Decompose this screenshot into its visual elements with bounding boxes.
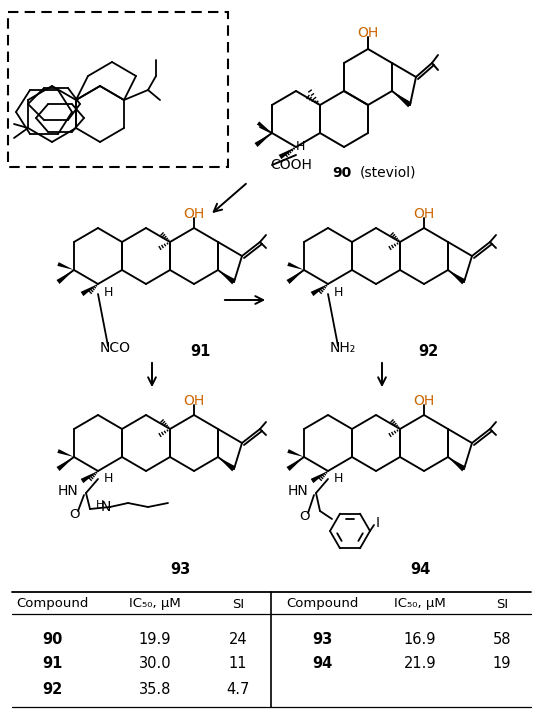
Polygon shape <box>448 270 466 285</box>
FancyBboxPatch shape <box>8 12 228 167</box>
Polygon shape <box>56 270 74 284</box>
Text: HN: HN <box>287 484 308 498</box>
Polygon shape <box>81 284 98 296</box>
Polygon shape <box>257 122 272 133</box>
Text: 94: 94 <box>312 656 332 671</box>
Polygon shape <box>311 471 328 483</box>
Text: OH: OH <box>357 26 378 40</box>
Text: 94: 94 <box>410 563 430 578</box>
Polygon shape <box>81 471 98 483</box>
Polygon shape <box>287 449 304 457</box>
Text: 91: 91 <box>42 656 62 671</box>
Text: 93: 93 <box>170 563 190 578</box>
Text: 11: 11 <box>229 656 247 671</box>
Text: Compound: Compound <box>286 598 358 611</box>
Text: 19.9: 19.9 <box>139 631 171 646</box>
Text: H: H <box>333 473 343 485</box>
Text: Compound: Compound <box>16 598 88 611</box>
Text: 90: 90 <box>42 631 62 646</box>
Text: 92: 92 <box>42 681 62 696</box>
Text: 93: 93 <box>312 631 332 646</box>
Polygon shape <box>56 457 74 471</box>
Text: 16.9: 16.9 <box>404 631 436 646</box>
Text: COOH: COOH <box>270 158 312 172</box>
Polygon shape <box>448 457 466 471</box>
Text: 58: 58 <box>493 631 512 646</box>
Text: OH: OH <box>184 207 205 221</box>
Text: H: H <box>103 473 113 485</box>
Text: 19: 19 <box>493 656 512 671</box>
Text: OH: OH <box>184 394 205 408</box>
Polygon shape <box>58 449 74 457</box>
Polygon shape <box>287 262 304 270</box>
Text: N: N <box>101 500 111 514</box>
Polygon shape <box>287 270 304 284</box>
Text: H: H <box>103 285 113 298</box>
Text: H: H <box>96 500 104 510</box>
Text: H: H <box>295 141 305 154</box>
Polygon shape <box>311 284 328 296</box>
Text: SI: SI <box>232 598 244 611</box>
Text: 4.7: 4.7 <box>226 681 250 696</box>
Text: 24: 24 <box>229 631 247 646</box>
Text: (steviol): (steviol) <box>360 166 416 180</box>
Text: 90: 90 <box>332 166 351 180</box>
Text: IC₅₀, μM: IC₅₀, μM <box>394 598 446 611</box>
Text: H: H <box>333 285 343 298</box>
Text: NH₂: NH₂ <box>330 341 356 355</box>
Text: 35.8: 35.8 <box>139 681 171 696</box>
Polygon shape <box>58 262 74 270</box>
Text: O: O <box>69 508 79 521</box>
Polygon shape <box>218 270 236 285</box>
Text: IC₅₀, μM: IC₅₀, μM <box>129 598 181 611</box>
Text: 21.9: 21.9 <box>403 656 437 671</box>
Text: O: O <box>299 511 310 523</box>
Text: 30.0: 30.0 <box>138 656 171 671</box>
Text: HN: HN <box>57 484 78 498</box>
Text: I: I <box>376 516 380 530</box>
Polygon shape <box>287 457 304 471</box>
Polygon shape <box>255 133 272 147</box>
Text: SI: SI <box>496 598 508 611</box>
Text: NCO: NCO <box>100 341 131 355</box>
Text: 91: 91 <box>190 345 210 360</box>
Polygon shape <box>392 91 412 107</box>
Polygon shape <box>218 457 236 471</box>
Text: OH: OH <box>413 394 434 408</box>
Text: OH: OH <box>413 207 434 221</box>
Polygon shape <box>279 147 296 159</box>
Text: 92: 92 <box>418 345 438 360</box>
